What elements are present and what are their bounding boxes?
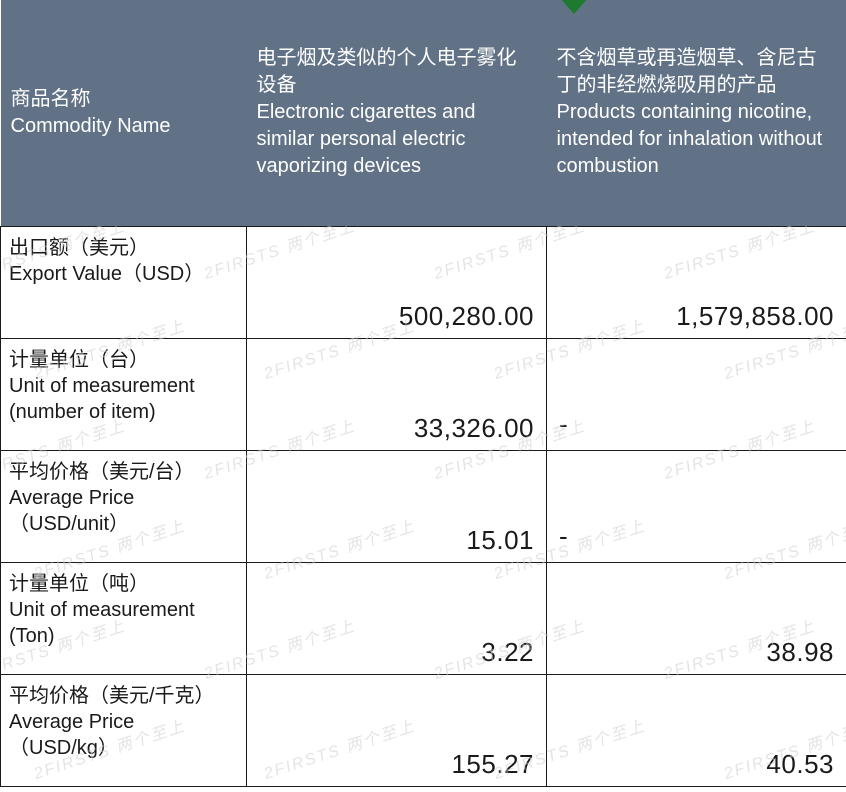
table-row: 计量单位（台） Unit of measurement (number of i… [1,338,846,450]
row-value-dash: - [559,521,568,552]
row-value-cell: 1,579,858.00 [547,226,846,338]
highlight-arrow-icon [560,0,588,14]
row-label-zh: 出口额（美元） [9,235,234,261]
row-label-en: Unit of measurement (number of item) [9,373,234,425]
row-label-zh: 计量单位（吨） [9,571,234,597]
row-value-cell: 3.22 [247,562,547,674]
table-row: 计量单位（吨） Unit of measurement (Ton) 3.22 3… [1,562,846,674]
row-value-cell: - [547,450,846,562]
row-label-cell: 平均价格（美元/千克） Average Price （USD/kg） [1,674,247,786]
row-label-en: Average Price （USD/unit） [9,485,234,537]
header-col0-zh: 商品名称 [11,86,233,113]
header-col1-en: Electronic cigarettes and similar person… [257,99,533,180]
header-cell-nicotine-products: 不含烟草或再造烟草、含尼古丁的非经燃烧吸用的产品 Products contai… [547,0,846,226]
row-label-cell: 出口额（美元） Export Value（USD） [1,226,247,338]
row-value: 1,579,858.00 [676,301,834,332]
header-cell-ecig: 电子烟及类似的个人电子雾化设备 Electronic cigarettes an… [247,0,547,226]
header-col2-en: Products containing nicotine, intended f… [557,99,833,180]
row-value: 38.98 [766,637,834,668]
row-value-cell: 38.98 [547,562,846,674]
row-label-en: Export Value（USD） [9,261,234,287]
row-value-cell: 33,326.00 [247,338,547,450]
row-value-cell: 155.27 [247,674,547,786]
header-col2-zh: 不含烟草或再造烟草、含尼古丁的非经燃烧吸用的产品 [557,45,833,99]
row-value-cell: 15.01 [247,450,547,562]
row-value: 40.53 [766,749,834,780]
row-value: 155.27 [451,749,534,780]
row-value: 3.22 [481,637,534,668]
row-value-cell: - [547,338,846,450]
header-cell-commodity-name: 商品名称 Commodity Name [1,0,247,226]
table-row: 平均价格（美元/千克） Average Price （USD/kg） 155.2… [1,674,846,786]
row-label-cell: 计量单位（吨） Unit of measurement (Ton) [1,562,247,674]
row-value-cell: 500,280.00 [247,226,547,338]
row-label-zh: 计量单位（台） [9,347,234,373]
row-label-zh: 平均价格（美元/台） [9,459,234,485]
header-col0-en: Commodity Name [11,113,233,140]
row-label-zh: 平均价格（美元/千克） [9,683,234,709]
row-value: 33,326.00 [414,413,534,444]
table-row: 出口额（美元） Export Value（USD） 500,280.00 1,5… [1,226,846,338]
row-value: 500,280.00 [399,301,534,332]
row-value-dash: - [559,409,568,440]
table-row: 平均价格（美元/台） Average Price （USD/unit） 15.0… [1,450,846,562]
row-value: 15.01 [466,525,534,556]
row-label-cell: 平均价格（美元/台） Average Price （USD/unit） [1,450,247,562]
row-value-cell: 40.53 [547,674,846,786]
row-label-en: Average Price （USD/kg） [9,709,234,761]
commodity-table: 商品名称 Commodity Name 电子烟及类似的个人电子雾化设备 Elec… [0,0,846,787]
row-label-en: Unit of measurement (Ton) [9,597,234,649]
table-header-row: 商品名称 Commodity Name 电子烟及类似的个人电子雾化设备 Elec… [1,0,846,226]
header-col1-zh: 电子烟及类似的个人电子雾化设备 [257,45,533,99]
row-label-cell: 计量单位（台） Unit of measurement (number of i… [1,338,247,450]
